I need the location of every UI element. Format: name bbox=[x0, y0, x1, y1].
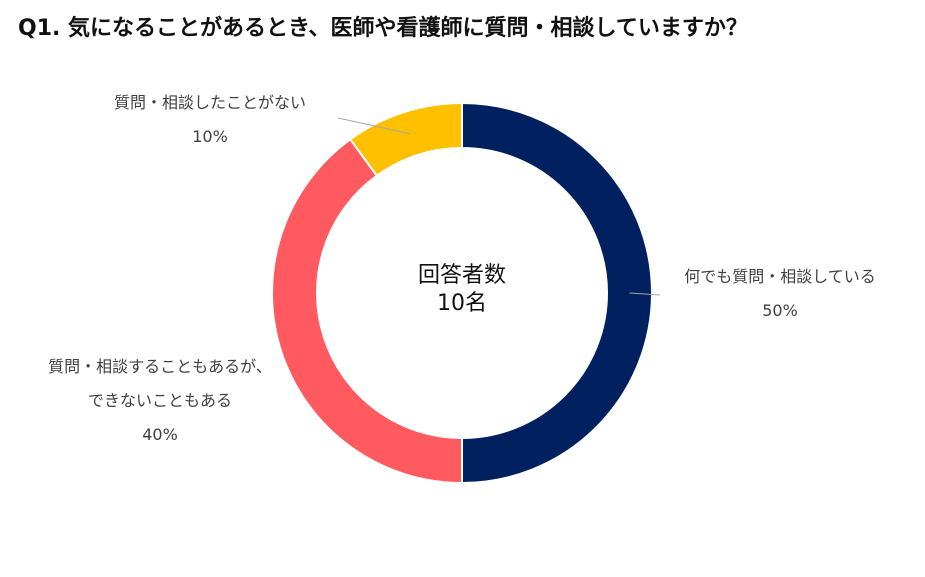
chart-title: Q1. 気になることがあるとき、医師や看護師に質問・相談していますか？ bbox=[18, 16, 748, 41]
leader-line-1 bbox=[337, 117, 411, 135]
slice-label-never-pct: 10% bbox=[192, 127, 228, 146]
slice-label-always: 何でも質問・相談している 50% bbox=[665, 260, 895, 328]
donut-slice-1 bbox=[271, 137, 463, 485]
slice-label-always-pct: 50% bbox=[762, 301, 798, 320]
slices-group bbox=[271, 101, 653, 485]
slice-label-always-text: 何でも質問・相談している bbox=[684, 267, 876, 286]
slice-label-never-text: 質問・相談したことがない bbox=[113, 93, 306, 112]
slice-label-sometimes-pct: 40% bbox=[142, 425, 178, 444]
center-label: 回答者数 10名 bbox=[392, 262, 532, 318]
center-label-line1: 回答者数 bbox=[417, 263, 506, 288]
slice-label-sometimes-text1: 質問・相談することもあるが、 bbox=[48, 357, 272, 376]
leader-lines bbox=[337, 117, 661, 296]
leader-line-0 bbox=[629, 292, 661, 296]
donut-slice-0 bbox=[461, 101, 653, 485]
slice-label-sometimes: 質問・相談することもあるが、 できないこともある 40% bbox=[20, 350, 300, 452]
slice-label-never: 質問・相談したことがない 10% bbox=[90, 86, 330, 154]
donut-slice-2 bbox=[348, 101, 463, 178]
slice-label-sometimes-text2: できないこともある bbox=[87, 391, 232, 410]
center-label-line2: 10名 bbox=[437, 291, 487, 316]
